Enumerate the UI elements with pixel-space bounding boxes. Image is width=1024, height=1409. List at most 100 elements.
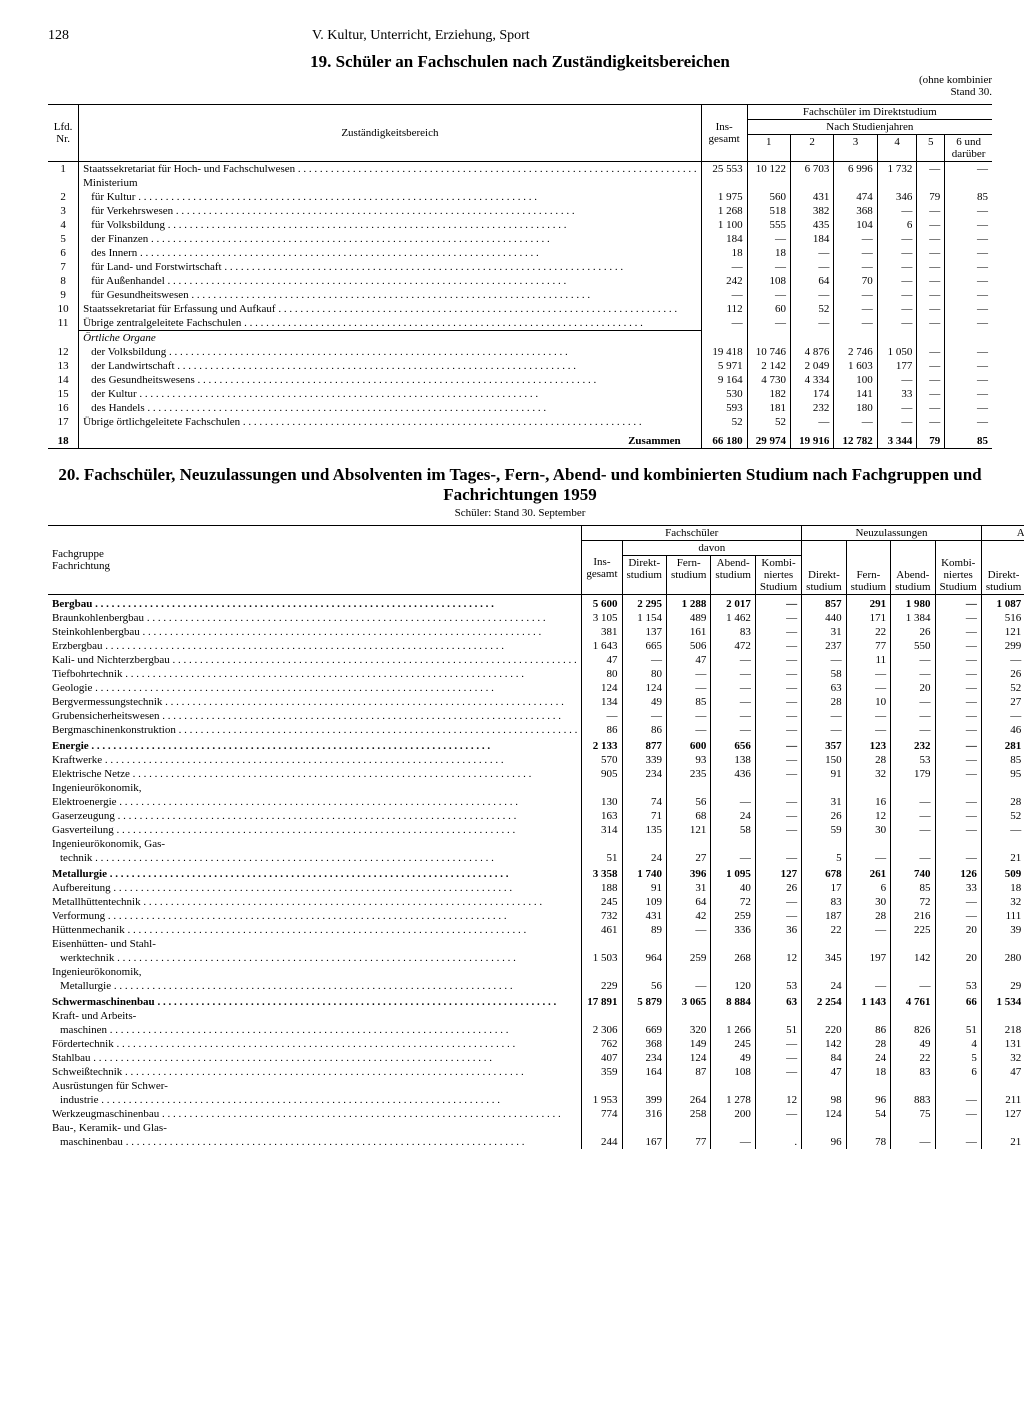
cell-value: — xyxy=(935,737,981,753)
cell-value: 506 xyxy=(666,639,710,653)
t20-h-c7: Abend- studium xyxy=(891,541,935,595)
cell-value: — xyxy=(877,302,917,316)
table-row: 5der Finanzen184—184———— xyxy=(48,232,992,246)
row-label: Staatssekretariat für Erfassung und Aufk… xyxy=(79,302,702,316)
table-row: 7für Land- und Forstwirtschaft——————— xyxy=(48,260,992,274)
cell-value: — xyxy=(755,1051,801,1065)
table-row: 10Staatssekretariat für Erfassung und Au… xyxy=(48,302,992,316)
cell-value: 258 xyxy=(666,1107,710,1121)
cell-value: 399 xyxy=(622,1093,666,1107)
cell-value: — xyxy=(935,681,981,695)
table-row: 3für Verkehrswesen1 268518382368——— xyxy=(48,204,992,218)
row-label: für Kultur xyxy=(79,190,702,204)
cell-value xyxy=(935,837,981,851)
cell-value: — xyxy=(834,288,877,302)
table-row: 9für Gesundheitswesen——————— xyxy=(48,288,992,302)
cell-value: 669 xyxy=(622,1023,666,1037)
cell-value: 47 xyxy=(802,1065,846,1079)
cell-value: — xyxy=(755,895,801,909)
cell-value: 28 xyxy=(981,795,1024,809)
cell-value: 6 xyxy=(877,218,917,232)
cell-value: 22 xyxy=(891,1051,935,1065)
cell-value: — xyxy=(755,823,801,837)
row-label: maschinenbau xyxy=(48,1135,582,1149)
cell-value: 47 xyxy=(582,653,622,667)
cell-value: 345 xyxy=(802,951,846,965)
cell-value: 51 xyxy=(755,1023,801,1037)
cell-value: 32 xyxy=(846,767,890,781)
table-row: 4für Volksbildung1 1005554351046—— xyxy=(48,218,992,232)
cell-value: 368 xyxy=(622,1037,666,1051)
cell-value: 762 xyxy=(582,1037,622,1051)
cell-value: 36 xyxy=(755,923,801,937)
cell-value: — xyxy=(755,595,801,612)
cell-value: 235 xyxy=(666,767,710,781)
cell-value: 24 xyxy=(802,979,846,993)
table-row: Steinkohlenbergbau38113716183—312226—121… xyxy=(48,625,1024,639)
cell-value: 27 xyxy=(666,851,710,865)
t20-h-c9: Direkt- studium xyxy=(981,541,1024,595)
cell-value: 85 xyxy=(981,753,1024,767)
table19: Lfd. Nr. Zuständigkeitsbereich Ins- gesa… xyxy=(48,104,992,449)
row-label: Fördertechnik xyxy=(48,1037,582,1051)
cell-value: 18 xyxy=(846,1065,890,1079)
cell-value: 96 xyxy=(802,1135,846,1149)
cell-value: 6 xyxy=(935,1065,981,1079)
cell-value: 3 065 xyxy=(666,993,710,1009)
row-label: der Landwirtschaft xyxy=(79,359,702,373)
cell-value: — xyxy=(755,753,801,767)
table-row: Werkzeugmaschinenbau774316258200—1245475… xyxy=(48,1107,1024,1121)
cell-value: 1 732 xyxy=(877,162,917,177)
cell-value: 164 xyxy=(622,1065,666,1079)
row-label: Übrige zentralgeleitete Fachschulen xyxy=(79,316,702,331)
cell-value: 49 xyxy=(622,695,666,709)
cell-value: 5 879 xyxy=(622,993,666,1009)
cell-value: 1 643 xyxy=(582,639,622,653)
cell-value: 242 xyxy=(701,274,747,288)
table-row: 11Übrige zentralgeleitete Fachschulen———… xyxy=(48,316,992,331)
cell-value xyxy=(666,837,710,851)
cell-value: — xyxy=(846,851,890,865)
cell-value: — xyxy=(711,653,755,667)
cell-value: 79 xyxy=(917,190,945,204)
cell-value: — xyxy=(891,809,935,823)
cell-value xyxy=(981,1009,1024,1023)
table-row: Kali- und Nichterzbergbau .47—47———11———… xyxy=(48,653,1024,667)
cell-value: 1 384 xyxy=(891,611,935,625)
cell-value xyxy=(891,937,935,951)
cell-value: 550 xyxy=(891,639,935,653)
cell-value: — xyxy=(877,415,917,429)
row-number: 2 xyxy=(48,190,79,204)
cell-value xyxy=(981,837,1024,851)
cell-value: 2 295 xyxy=(622,595,666,612)
cell-value: 72 xyxy=(711,895,755,909)
cell-value: 268 xyxy=(711,951,755,965)
cell-value xyxy=(711,837,755,851)
cell-value xyxy=(981,1121,1024,1135)
row-number: 13 xyxy=(48,359,79,373)
cell-value: 31 xyxy=(666,881,710,895)
cell-value: 314 xyxy=(582,823,622,837)
cell-value: 64 xyxy=(666,895,710,909)
cell-value xyxy=(935,1009,981,1023)
cell-value: — xyxy=(755,723,801,737)
row-number: 6 xyxy=(48,246,79,260)
row-number: 1 xyxy=(48,162,79,177)
cell-value: 100 xyxy=(834,373,877,387)
cell-value: 1 975 xyxy=(701,190,747,204)
cell-value xyxy=(755,965,801,979)
cell-value: 593 xyxy=(701,401,747,415)
cell-value: 431 xyxy=(790,190,833,204)
cell-value xyxy=(834,331,877,346)
cell-value xyxy=(711,781,755,795)
cell-value: — xyxy=(917,274,945,288)
page-header: 128 V. Kultur, Unterricht, Erziehung, Sp… xyxy=(48,28,992,44)
table-row: werktechnik1 503964259268123451971422028… xyxy=(48,951,1024,965)
cell-value: 232 xyxy=(790,401,833,415)
cell-value: — xyxy=(945,232,992,246)
cell-value: 124 xyxy=(802,1107,846,1121)
cell-value: 58 xyxy=(711,823,755,837)
cell-value: 368 xyxy=(834,204,877,218)
table-row: Kraftwerke57033993138—1502853—851443 xyxy=(48,753,1024,767)
cell-value: 52 xyxy=(981,809,1024,823)
